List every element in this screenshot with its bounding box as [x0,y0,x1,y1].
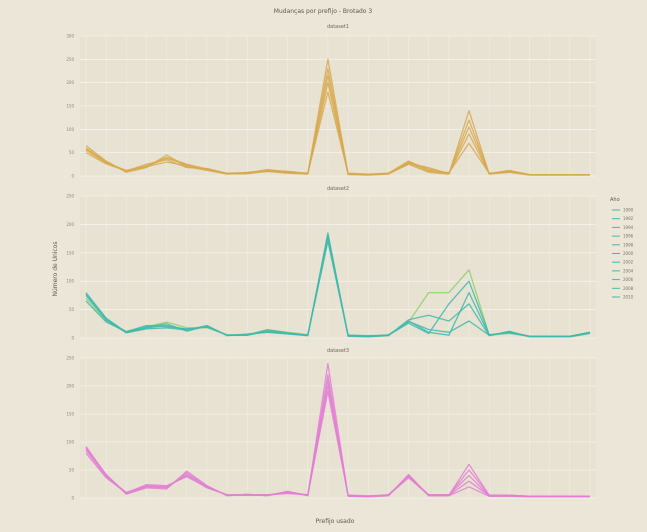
facet-panel-3: dataset3 0 50 100 150 200 250 [66,348,596,501]
legend-entry: 1992 [623,216,634,221]
facet-title: dataset1 [327,24,349,30]
chart-title: Mudanças por prefijo - Brotado 3 [274,8,373,15]
legend-entry: 2002 [623,260,634,265]
y-tick-label: 200 [66,222,74,227]
y-tick-label: 200 [66,80,74,85]
legend-entry: 2000 [623,251,634,256]
y-tick-label: 0 [71,496,74,501]
y-tick-label: 0 [71,174,74,179]
y-tick-label: 100 [66,440,74,445]
legend-entry: 2010 [623,295,634,300]
y-axis-label: Número de Unicos [52,241,59,296]
legend-entry: 1994 [623,225,634,230]
y-tick-label: 50 [69,468,75,473]
y-tick-label: 150 [66,412,74,417]
y-tick-label: 200 [66,384,74,389]
legend-entry: 2006 [623,277,634,282]
legend-title: Año [610,197,620,203]
y-tick-label: 150 [66,104,74,109]
panel-background [80,196,596,338]
legend-entry: 1990 [623,208,634,213]
x-axis-label: Prefijo usado [316,518,355,525]
y-tick-label: 250 [66,57,74,62]
y-tick-label: 300 [66,34,74,39]
facet-panels: dataset1 0 50 100 150 200 250 300 dataset2 0 50 100… [66,24,596,501]
facet-title: dataset2 [327,186,349,192]
y-tick-label: 250 [66,356,74,361]
y-tick-label: 250 [66,194,74,199]
legend-entry: 2004 [623,268,634,273]
y-tick-label: 150 [66,250,74,255]
y-tick-label: 50 [69,150,75,155]
facet-panel-2: dataset2 0 50 100 150 200 250 [66,186,596,341]
y-tick-label: 100 [66,279,74,284]
facet-title: dataset3 [327,348,349,354]
series-line-4 [85,91,590,176]
y-tick-label: 0 [71,336,74,341]
legend-entry: 2008 [623,286,634,291]
facet-panel-1: dataset1 0 50 100 150 200 250 300 [66,24,596,179]
series-line-5 [85,236,591,337]
y-tick-label: 50 [69,307,75,312]
legend-entry: 1998 [623,242,634,247]
series-line-5 [85,379,590,497]
y-tick-label: 100 [66,127,74,132]
series-line-5 [85,75,590,176]
legend-entry: 1996 [623,234,634,239]
legend: 1990 1992 1994 1996 1998 2000 2002 2004 2006 2008… [612,208,634,300]
